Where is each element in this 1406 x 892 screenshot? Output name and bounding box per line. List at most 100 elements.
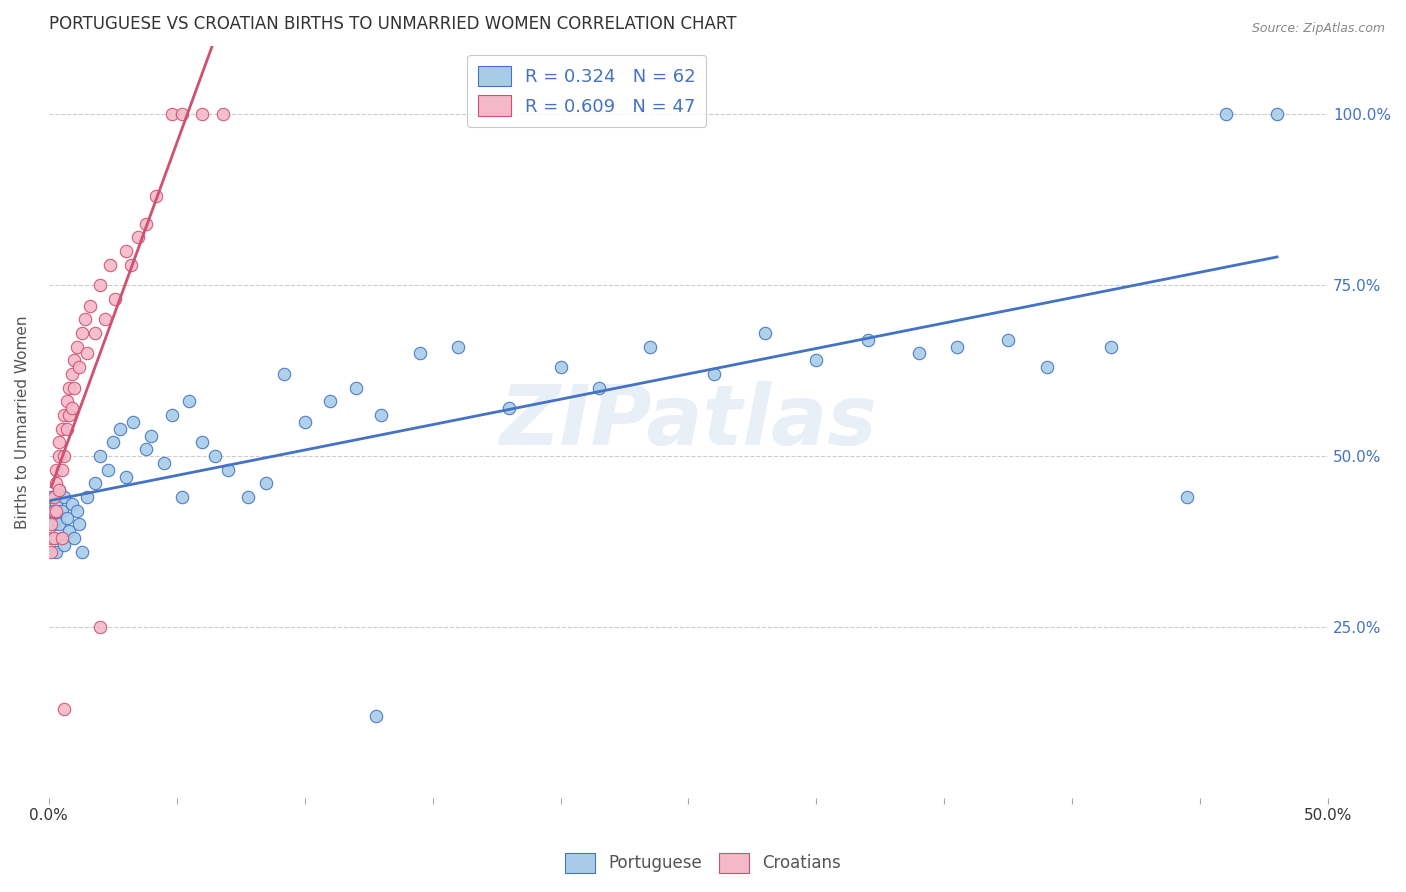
Point bbox=[409, 346, 432, 360]
Point bbox=[114, 244, 136, 258]
Point bbox=[120, 258, 142, 272]
Point bbox=[370, 408, 392, 422]
Point bbox=[294, 415, 316, 429]
Text: ZIPatlas: ZIPatlas bbox=[499, 382, 877, 462]
Point bbox=[39, 517, 62, 532]
Point bbox=[110, 422, 132, 436]
Point bbox=[60, 401, 83, 416]
Point bbox=[53, 408, 76, 422]
Point bbox=[638, 340, 661, 354]
Point bbox=[97, 463, 120, 477]
Text: PORTUGUESE VS CROATIAN BIRTHS TO UNMARRIED WOMEN CORRELATION CHART: PORTUGUESE VS CROATIAN BIRTHS TO UNMARRI… bbox=[49, 15, 737, 33]
Point bbox=[70, 545, 93, 559]
Point bbox=[170, 490, 193, 504]
Point bbox=[806, 353, 828, 368]
Point bbox=[51, 531, 73, 545]
Point bbox=[179, 394, 201, 409]
Point bbox=[101, 435, 124, 450]
Point bbox=[127, 230, 149, 244]
Point bbox=[135, 442, 157, 457]
Point bbox=[94, 312, 117, 326]
Point bbox=[45, 476, 67, 491]
Point bbox=[703, 367, 725, 381]
Point bbox=[254, 476, 277, 491]
Point bbox=[60, 367, 83, 381]
Point bbox=[447, 340, 470, 354]
Point bbox=[51, 531, 73, 545]
Point bbox=[51, 422, 73, 436]
Point bbox=[211, 107, 233, 121]
Point bbox=[122, 415, 145, 429]
Point bbox=[498, 401, 520, 416]
Point bbox=[76, 346, 98, 360]
Point bbox=[55, 422, 77, 436]
Point bbox=[997, 333, 1019, 347]
Point bbox=[204, 449, 226, 463]
Point bbox=[53, 449, 76, 463]
Point bbox=[60, 497, 83, 511]
Point bbox=[45, 504, 67, 518]
Point bbox=[66, 340, 89, 354]
Point bbox=[1265, 107, 1288, 121]
Point bbox=[69, 517, 91, 532]
Point bbox=[39, 545, 62, 559]
Point bbox=[856, 333, 879, 347]
Point bbox=[191, 435, 214, 450]
Point bbox=[89, 620, 111, 634]
Point bbox=[42, 531, 65, 545]
Point bbox=[83, 476, 105, 491]
Point bbox=[98, 258, 121, 272]
Point bbox=[135, 217, 157, 231]
Point bbox=[238, 490, 260, 504]
Point bbox=[63, 531, 86, 545]
Legend: Portuguese, Croatians: Portuguese, Croatians bbox=[558, 847, 848, 880]
Point bbox=[217, 463, 239, 477]
Point bbox=[76, 490, 98, 504]
Point bbox=[42, 490, 65, 504]
Point bbox=[51, 463, 73, 477]
Point bbox=[58, 524, 80, 539]
Point bbox=[45, 497, 67, 511]
Point bbox=[114, 469, 136, 483]
Point bbox=[153, 456, 176, 470]
Point bbox=[79, 299, 101, 313]
Point bbox=[1099, 340, 1122, 354]
Point bbox=[66, 504, 89, 518]
Point bbox=[160, 408, 183, 422]
Point bbox=[191, 107, 214, 121]
Point bbox=[1215, 107, 1237, 121]
Point bbox=[145, 189, 167, 203]
Point bbox=[588, 381, 610, 395]
Point bbox=[319, 394, 342, 409]
Point bbox=[366, 709, 388, 723]
Point bbox=[51, 504, 73, 518]
Point bbox=[63, 381, 86, 395]
Point bbox=[754, 326, 776, 340]
Point bbox=[39, 531, 62, 545]
Point bbox=[39, 490, 62, 504]
Point bbox=[1177, 490, 1199, 504]
Point bbox=[53, 490, 76, 504]
Point bbox=[58, 408, 80, 422]
Legend: R = 0.324   N = 62, R = 0.609   N = 47: R = 0.324 N = 62, R = 0.609 N = 47 bbox=[467, 54, 706, 127]
Point bbox=[42, 531, 65, 545]
Point bbox=[55, 394, 77, 409]
Point bbox=[89, 278, 111, 293]
Point bbox=[273, 367, 295, 381]
Point bbox=[48, 483, 70, 498]
Point bbox=[55, 510, 77, 524]
Point bbox=[48, 449, 70, 463]
Point bbox=[83, 326, 105, 340]
Point bbox=[69, 360, 91, 375]
Point bbox=[104, 292, 127, 306]
Point bbox=[48, 435, 70, 450]
Point bbox=[89, 449, 111, 463]
Point bbox=[39, 504, 62, 518]
Text: Source: ZipAtlas.com: Source: ZipAtlas.com bbox=[1251, 22, 1385, 36]
Point bbox=[1035, 360, 1057, 375]
Point bbox=[48, 517, 70, 532]
Point bbox=[70, 326, 93, 340]
Point bbox=[42, 517, 65, 532]
Point bbox=[907, 346, 929, 360]
Point bbox=[53, 702, 76, 716]
